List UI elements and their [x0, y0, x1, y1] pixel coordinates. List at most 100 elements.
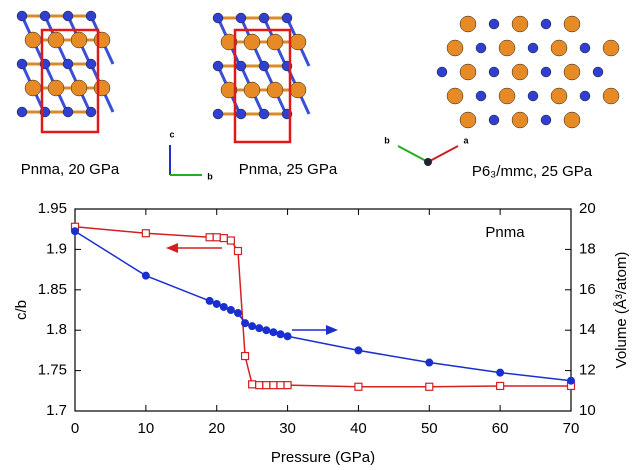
y-axis-label: c/b — [13, 300, 30, 320]
y-tick-label: 1.8 — [46, 321, 67, 338]
marker — [284, 382, 291, 389]
atom — [593, 67, 603, 77]
marker — [206, 297, 214, 305]
atom — [282, 13, 292, 23]
marker — [220, 235, 227, 242]
x-tick-label: 50 — [421, 420, 438, 437]
marker — [213, 300, 221, 308]
x-tick-label: 20 — [208, 420, 225, 437]
atom — [86, 59, 96, 69]
atom — [580, 43, 590, 53]
atom — [499, 88, 515, 104]
atom — [40, 11, 50, 21]
caption: Pnma, 25 GPa — [239, 161, 338, 178]
marker — [227, 237, 234, 244]
series-line — [75, 231, 571, 380]
atom — [25, 80, 41, 96]
axis-label: c — [169, 129, 174, 139]
marker — [234, 309, 242, 317]
atom — [290, 34, 306, 50]
atom — [447, 88, 463, 104]
atom — [460, 112, 476, 128]
atom — [63, 107, 73, 117]
x-tick-label: 10 — [138, 420, 155, 437]
x-tick-label: 30 — [279, 420, 296, 437]
marker — [213, 234, 220, 241]
y-tick-label: 1.95 — [38, 200, 67, 217]
marker — [142, 272, 150, 280]
atom — [213, 61, 223, 71]
atom — [528, 91, 538, 101]
x-axis-label: Pressure (GPa) — [271, 449, 375, 466]
atom — [476, 43, 486, 53]
atom — [213, 109, 223, 119]
atom — [512, 64, 528, 80]
axis-label: a — [463, 135, 469, 145]
atom — [437, 67, 447, 77]
marker — [242, 353, 249, 360]
axis-label: b — [207, 171, 213, 181]
marker — [284, 332, 292, 340]
atom — [236, 61, 246, 71]
atom — [603, 88, 619, 104]
arrowhead — [326, 325, 338, 335]
axis-arrow — [428, 146, 458, 162]
atom — [259, 13, 269, 23]
atom — [63, 59, 73, 69]
x-tick-label: 70 — [563, 420, 580, 437]
x-tick-label: 0 — [71, 420, 79, 437]
atom — [259, 61, 269, 71]
atom — [551, 88, 567, 104]
atom — [580, 91, 590, 101]
x-tick-label: 40 — [350, 420, 367, 437]
atom — [290, 82, 306, 98]
marker — [262, 326, 270, 334]
atom — [447, 40, 463, 56]
marker — [249, 381, 256, 388]
atom — [236, 13, 246, 23]
atom — [541, 19, 551, 29]
atom — [71, 80, 87, 96]
atom — [460, 64, 476, 80]
y-tick-label: 1.9 — [46, 240, 67, 257]
atom — [94, 80, 110, 96]
caption: Pnma, 20 GPa — [21, 161, 120, 178]
marker — [270, 382, 277, 389]
atom — [17, 59, 27, 69]
marker — [277, 382, 284, 389]
atom — [63, 11, 73, 21]
marker — [567, 377, 575, 385]
marker — [241, 319, 249, 327]
atom — [94, 32, 110, 48]
marker — [263, 382, 270, 389]
structures — [17, 11, 619, 175]
atom — [551, 40, 567, 56]
y-tick-label: 1.7 — [46, 402, 67, 419]
atom — [267, 34, 283, 50]
marker — [142, 230, 149, 237]
atom — [244, 34, 260, 50]
axis-label: b — [384, 135, 390, 145]
atom — [17, 11, 27, 21]
atom — [603, 40, 619, 56]
marker — [426, 383, 433, 390]
marker — [269, 328, 277, 336]
atom — [236, 109, 246, 119]
atom — [48, 32, 64, 48]
atom — [489, 115, 499, 125]
y-tick-label: 1.85 — [38, 281, 67, 298]
atom — [564, 112, 580, 128]
marker — [255, 324, 263, 332]
marker — [425, 359, 433, 367]
marker — [256, 382, 263, 389]
marker — [227, 306, 235, 314]
marker — [206, 234, 213, 241]
y2-tick-label: 16 — [579, 281, 596, 298]
marker — [234, 248, 241, 255]
atom — [48, 80, 64, 96]
marker — [248, 322, 256, 330]
arrowhead — [166, 243, 178, 253]
atom — [528, 43, 538, 53]
atom — [541, 67, 551, 77]
y2-tick-label: 10 — [579, 402, 596, 419]
